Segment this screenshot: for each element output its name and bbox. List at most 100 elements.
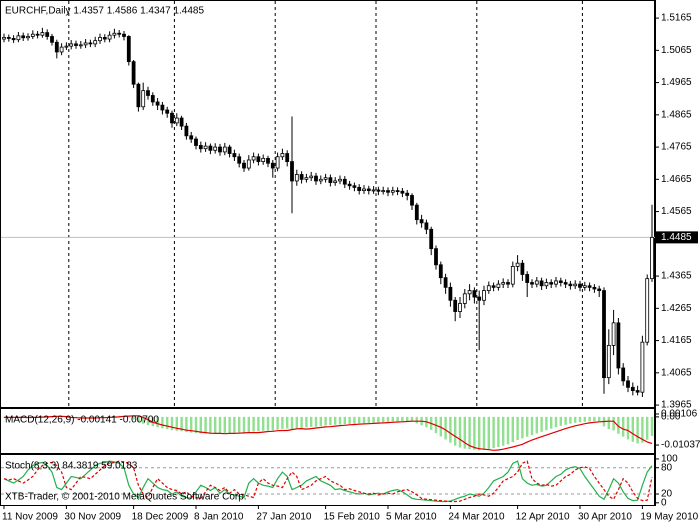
candle-body [611,322,616,346]
macd-bar [641,416,644,443]
candle-body [338,178,342,182]
candle-body [122,33,126,37]
candle-body [362,188,366,192]
macd-bar [415,416,418,424]
candle-body [573,283,578,287]
macd-bar [574,416,577,423]
macd-bar [458,416,462,448]
x-tick-label: 15 Feb 2010 [324,512,381,523]
macd-bar [262,416,265,431]
macd-bar [290,416,294,430]
candle-body [491,285,496,288]
macd-bar [65,416,68,418]
macd-bar [646,416,649,440]
macd-bar [257,416,260,432]
candle-body [59,46,64,53]
candle-body [390,190,395,193]
stoch-title: Stoch(8,3,3) 84.3819 59.0183 [5,461,138,472]
macd-bar [559,416,562,426]
macd-bar [578,416,582,423]
macd-bar [650,416,654,436]
macd-bar [607,416,610,430]
macd-bar [372,416,375,423]
macd-bar [502,416,505,446]
candle-body [352,185,357,188]
macd-bar [497,416,500,448]
candle-body [410,195,414,206]
macd-bar [406,416,409,422]
macd-bar [55,416,58,418]
candle-body [141,90,146,108]
macd-bar [521,416,524,439]
macd-bar [89,416,92,418]
candle-body [266,157,270,164]
stoch-line [3,460,653,503]
macd-bar [564,416,567,425]
macd-bar [391,416,394,422]
x-tick-label: 19 May 2010 [640,512,698,523]
candle-body [45,32,50,37]
y-tick-label: 0.00 [661,412,681,423]
candle-body [458,303,462,312]
candle-body [131,61,136,85]
candle-body [448,286,453,301]
y-tick-label: 1.4665 [661,174,692,185]
macd-bar [84,416,87,418]
main-panel-frame [0,0,655,408]
candle-body [606,345,611,379]
x-tick-label: 30 Apr 2010 [578,512,632,523]
candle-body [304,177,309,180]
candle-body [102,37,107,40]
candle-body [602,290,606,379]
candle-body [501,282,506,285]
macd-title: MACD(12,26,9) -0.00141 -0.00700 [5,415,159,426]
candle-body [54,41,59,53]
macd-bar [228,416,231,433]
macd-bar [636,416,639,444]
candle-body [2,37,6,40]
macd-bar [252,416,255,432]
macd-bar [266,416,270,431]
candle-body [650,236,654,280]
macd-bar [535,416,538,434]
candle-body [587,285,592,288]
candle-body [98,37,102,42]
candle-body [309,175,314,179]
price-label: 1.4485 [661,232,692,243]
candle-body [443,277,448,288]
macd-bar [396,416,399,422]
macd-bar [199,416,202,434]
candle-body [6,37,11,39]
candle-body [208,145,213,151]
y-tick-label: 1.4065 [661,367,692,378]
candle-body [194,138,198,146]
macd-bar [247,416,250,433]
macd-bar [588,416,591,422]
candle-body [467,290,472,295]
candle-body [342,178,347,185]
candle-body [626,380,630,388]
candle-body [477,296,482,301]
y-tick-label: 80 [661,462,673,473]
macd-bar [156,416,159,428]
macd-bar [492,416,495,449]
macd-bar [334,416,337,425]
macd-bar [338,416,342,425]
candle-body [539,280,544,287]
price-label-box [656,231,698,244]
candle-body [78,44,83,47]
candle-body [275,156,280,169]
candle-body [381,190,386,193]
candle-body [261,157,266,162]
candle-body [88,42,93,45]
macd-bar [511,416,514,443]
macd-bar [343,416,346,425]
candle-body [419,219,424,224]
candle-body [30,33,35,37]
macd-bar [386,416,390,422]
candle-body [222,146,227,153]
candle-body [251,156,256,161]
macd-bar [161,416,164,429]
macd-bar [286,416,289,429]
